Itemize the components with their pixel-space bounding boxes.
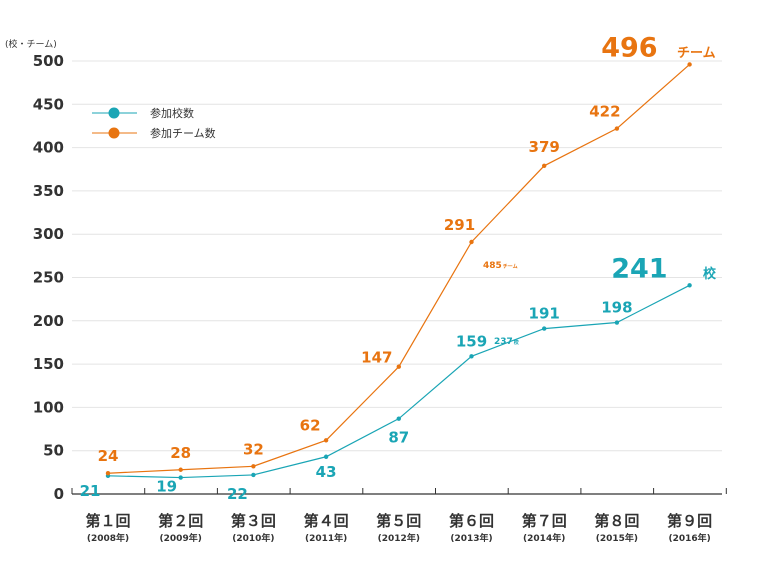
x-tick-label: 第４回	[304, 512, 349, 530]
x-tick-year: (2012年)	[378, 532, 420, 544]
data-label-schools: 191	[529, 305, 560, 323]
x-tick-label: 第２回	[158, 512, 203, 530]
y-tick-label: 300	[33, 225, 64, 243]
data-label-schools: 43	[316, 463, 337, 481]
x-tick-year: (2010年)	[232, 532, 274, 544]
series-line-teams	[107, 64, 690, 474]
x-tick-year: (2011年)	[305, 532, 347, 544]
x-axis: 第１回 (2008年) 第２回 (2009年) 第３回 (2010年) 第４回 (2011年)…	[71, 488, 727, 544]
x-tick-label: 第８回	[594, 512, 639, 530]
data-label-teams: 147	[361, 349, 392, 367]
y-tick-label: 250	[33, 269, 64, 287]
data-point-teams	[178, 467, 183, 472]
data-label-schools: 21	[80, 482, 101, 500]
x-tick-year: (2016年)	[668, 532, 710, 544]
x-tick-label: 第１回	[85, 512, 130, 530]
y-tick-label: 150	[33, 355, 64, 373]
data-point-teams	[469, 239, 474, 245]
data-label-teams: 24	[98, 447, 119, 465]
data-label-teams: 496	[601, 32, 657, 63]
x-tick-label: 第７回	[522, 512, 567, 530]
data-label-schools: 159	[456, 332, 487, 350]
y-axis-unit: (校・チーム)	[5, 38, 57, 50]
data-label-teams: 32	[243, 440, 264, 458]
y-tick-label: 50	[43, 442, 64, 460]
y-tick-label: 200	[33, 312, 64, 330]
data-point-teams	[105, 471, 111, 476]
y-tick-label: 450	[33, 95, 64, 113]
x-tick-year: (2008年)	[87, 532, 129, 544]
small-school-value: 237	[494, 337, 513, 347]
data-point-schools	[178, 475, 183, 480]
y-tick-label: 0	[54, 485, 64, 503]
data-label-schools: 87	[388, 429, 409, 447]
x-tick-year: (2014年)	[523, 532, 565, 544]
data-point-schools	[542, 326, 547, 331]
data-labels: 21 19 22 43 87 159 191 198 241 24 28 32 62 147 291 379 4…	[80, 32, 668, 502]
small-team-value: 485	[483, 261, 502, 271]
data-label-teams: 28	[170, 444, 191, 462]
y-axis: 0 50 100 150 200 250 300 350 400 450 500	[33, 52, 64, 503]
legend-label-schools: 参加校数	[150, 106, 194, 120]
data-label-schools: 19	[156, 478, 177, 496]
data-point-schools	[469, 354, 474, 359]
legend-label-teams: 参加チーム数	[150, 126, 216, 140]
data-point-schools	[614, 320, 620, 325]
grid-lines	[72, 60, 722, 452]
series-points	[105, 62, 692, 480]
data-point-schools	[323, 454, 329, 459]
data-label-schools: 198	[601, 299, 632, 317]
x-tick-year: (2009年)	[160, 532, 202, 544]
legend: 参加校数 参加チーム数	[92, 106, 216, 140]
data-point-teams	[251, 464, 256, 469]
team-final-unit: チーム	[677, 46, 716, 61]
data-label-schools: 22	[227, 485, 248, 503]
small-team-note: 485チーム	[483, 261, 518, 271]
annotations: チーム 校 485チーム 237校	[483, 46, 717, 347]
legend-marker-teams	[108, 127, 120, 139]
data-point-teams	[542, 163, 547, 168]
data-label-teams: 422	[589, 103, 620, 121]
small-team-unit: チーム	[503, 264, 518, 270]
data-point-schools	[687, 283, 692, 288]
data-point-schools	[251, 472, 256, 478]
y-tick-label: 400	[33, 139, 64, 157]
data-point-schools	[396, 416, 401, 421]
data-label-schools: 241	[611, 253, 667, 284]
y-tick-label: 100	[33, 398, 64, 416]
y-tick-label: 500	[33, 52, 64, 70]
data-label-teams: 379	[529, 138, 560, 156]
small-school-note: 237校	[494, 337, 520, 347]
x-tick-label: 第５回	[376, 512, 421, 530]
data-point-teams	[687, 62, 692, 67]
x-tick-year: (2015年)	[596, 532, 638, 544]
data-label-teams: 62	[300, 416, 321, 434]
x-tick-label: 第９回	[667, 512, 712, 530]
data-point-teams	[614, 126, 620, 131]
data-point-teams	[323, 438, 329, 443]
x-tick-label: 第３回	[231, 512, 276, 530]
school-final-unit: 校	[703, 266, 717, 282]
x-tick-year: (2013年)	[450, 532, 492, 544]
small-school-unit: 校	[514, 339, 520, 346]
legend-marker-schools	[108, 107, 120, 119]
data-label-teams: 291	[444, 216, 475, 234]
data-point-teams	[396, 364, 401, 369]
y-tick-label: 350	[33, 182, 64, 200]
x-tick-label: 第６回	[449, 512, 494, 530]
